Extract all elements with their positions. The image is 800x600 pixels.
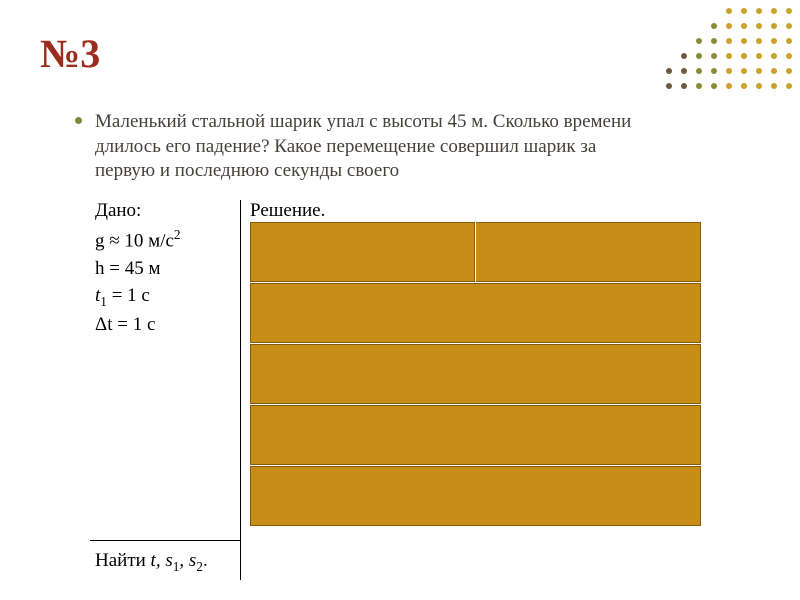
dot-icon (726, 53, 732, 59)
dot-icon (711, 53, 717, 59)
given-values: g ≈ 10 м/с2 h = 45 м t1 = 1 с Δt = 1 с (95, 225, 181, 339)
dot-icon (786, 68, 792, 74)
problem-statement: Маленький стальной шарик упал с высоты 4… (95, 110, 650, 184)
dot-icon (666, 83, 672, 89)
dot-icon (771, 38, 777, 44)
given-g: g ≈ 10 м/с2 (95, 225, 181, 255)
dot-icon (771, 53, 777, 59)
dot-icon (741, 68, 747, 74)
dot-icon (786, 38, 792, 44)
dot-icon (726, 8, 732, 14)
given-h: h = 45 м (95, 255, 181, 283)
solution-cover-2 (250, 283, 701, 343)
dot-icon (786, 53, 792, 59)
dot-icon (741, 8, 747, 14)
dot-icon (666, 68, 672, 74)
dot-icon (696, 38, 702, 44)
dot-icon (711, 83, 717, 89)
dot-icon (756, 8, 762, 14)
dot-icon (711, 23, 717, 29)
dot-icon (726, 23, 732, 29)
slide-title: №3 (40, 30, 100, 77)
dot-icon (756, 68, 762, 74)
dot-icon (786, 8, 792, 14)
dot-icon (696, 68, 702, 74)
dot-icon (681, 53, 687, 59)
dot-icon (771, 68, 777, 74)
dot-icon (741, 53, 747, 59)
dot-icon (756, 38, 762, 44)
dot-icon (711, 38, 717, 44)
dot-icon (711, 68, 717, 74)
dot-icon (741, 23, 747, 29)
divider-vertical (240, 200, 241, 580)
dot-icon (786, 83, 792, 89)
dot-icon (726, 83, 732, 89)
dot-icon (741, 83, 747, 89)
dot-icon (786, 23, 792, 29)
solution-cover-5 (250, 466, 701, 526)
dot-icon (756, 53, 762, 59)
dot-icon (726, 68, 732, 74)
dot-icon (771, 8, 777, 14)
divider-horizontal (90, 540, 240, 541)
dot-icon (756, 83, 762, 89)
find-label: Найти t, s1, s2. (95, 550, 208, 575)
dot-icon (756, 23, 762, 29)
solution-cover-1a (250, 222, 475, 282)
given-dt: Δt = 1 с (95, 311, 181, 339)
solution-cover-3 (250, 344, 701, 404)
solution-label: Решение. (250, 200, 325, 222)
dot-icon (681, 83, 687, 89)
bullet-icon (75, 117, 82, 124)
solution-cover-1b (476, 222, 701, 282)
dot-icon (681, 68, 687, 74)
dot-icon (771, 83, 777, 89)
corner-dots-decoration (642, 8, 792, 103)
dot-icon (741, 38, 747, 44)
dot-icon (726, 38, 732, 44)
given-t1: t1 = 1 с (95, 282, 181, 311)
dot-icon (696, 83, 702, 89)
solution-cover-4 (250, 405, 701, 465)
dot-icon (696, 53, 702, 59)
dot-icon (771, 23, 777, 29)
given-label: Дано: (95, 200, 141, 222)
